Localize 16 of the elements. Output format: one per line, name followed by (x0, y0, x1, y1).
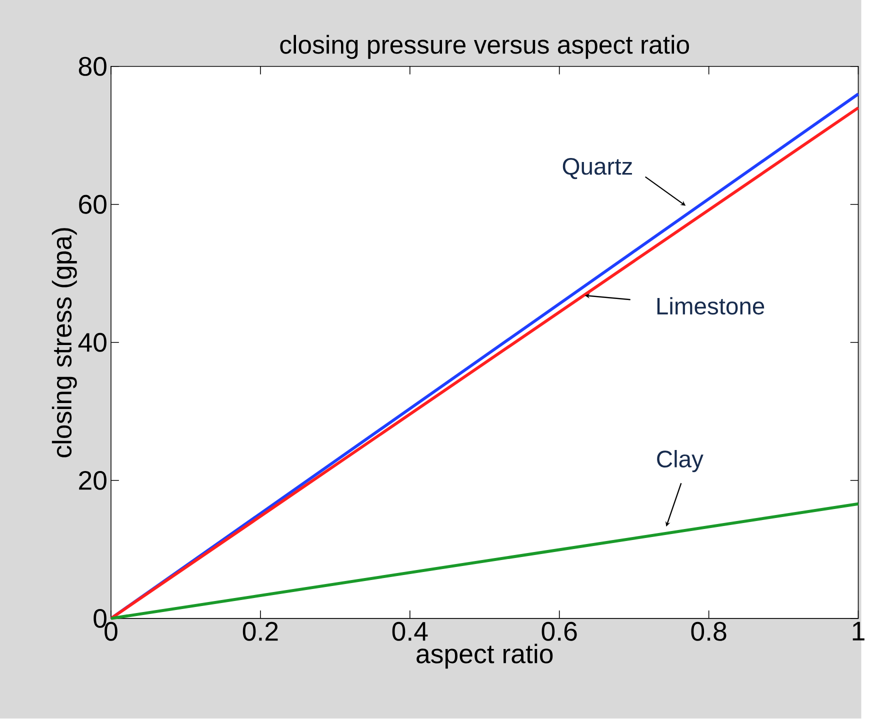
y-tick-label: 80 (78, 57, 106, 76)
x-tick-label: 1 (852, 622, 864, 641)
x-axis-title: aspect ratio (416, 644, 553, 669)
y-axis-title: closing stress (gpa) (52, 228, 77, 458)
x-tick-label: 0.4 (392, 622, 428, 642)
y-tick-label: 40 (78, 333, 106, 352)
chart-title: closing pressure versus aspect ratio (280, 35, 689, 60)
y-tick-label: 20 (79, 471, 106, 490)
series-label: Limestone (657, 297, 764, 315)
x-tick-label: 0.2 (242, 622, 278, 642)
y-tick-label: 0 (94, 609, 106, 628)
text: Clay (657, 450, 704, 472)
y-tick-label: 60 (79, 195, 106, 214)
x-tick-label: 0.8 (691, 622, 726, 642)
text: Quartz (562, 158, 632, 180)
x-tick-label: 0.6 (542, 622, 577, 642)
